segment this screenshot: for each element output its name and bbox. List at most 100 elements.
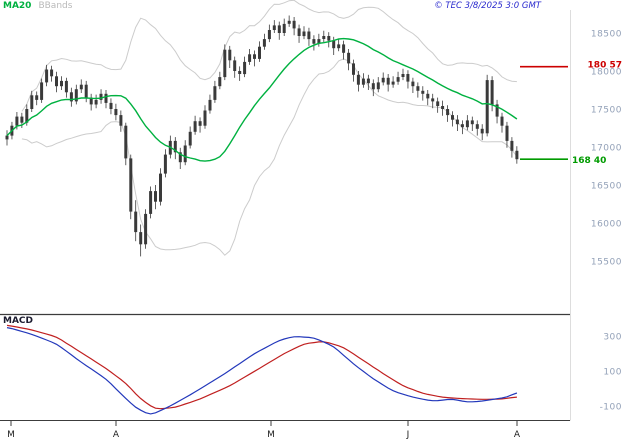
candle-body [89,97,93,105]
macd-panel-label: MACD [3,316,33,326]
bollinger-lower-band [21,58,518,256]
candle-body [20,116,24,123]
candle-body [455,119,459,125]
candle-body [386,77,390,85]
candle-body [460,124,464,128]
candle-body [426,93,430,99]
price-axis-tick-label: 18000 [591,68,622,78]
candle-body [406,74,410,82]
price-axis-tick-label: 17000 [591,144,622,154]
candle-body [322,36,326,39]
candle-body [361,78,365,85]
candle-body [356,74,360,85]
candle-body [163,154,167,174]
candle-body [431,98,435,102]
candle-body [391,81,395,85]
candle-body [104,93,108,103]
candle-body [218,77,222,87]
candle-body [475,124,479,129]
candle-body [510,140,514,151]
candle-body [198,121,202,126]
candle-body [332,40,336,49]
candle-body [243,61,247,75]
candle-body [40,82,44,100]
month-label: M [7,430,15,440]
macd-axis-tick-label: 100 [603,368,622,378]
candle-body [327,36,331,41]
month-label: A [113,430,120,440]
candle-body [223,49,227,78]
candle-body [337,44,341,49]
macd-signal-line [6,324,517,410]
indicator-legend: MA20 BBands [3,1,72,12]
candle-body [436,101,440,106]
month-label: M [267,430,275,440]
candle-body [203,110,207,126]
candlestick-series [5,15,519,257]
candle-body [114,109,118,116]
bbands-legend-label: BBands [38,1,73,11]
price-level-label: 168 40 [572,156,606,166]
candle-body [109,102,113,109]
candle-body [248,54,252,62]
candle-body [446,109,450,116]
candle-body [233,60,237,71]
candle-body [64,80,68,93]
candle-body [485,80,489,134]
candle-body [208,99,212,111]
candle-body [35,95,39,100]
ma20-legend-label: MA20 [3,1,32,11]
candle-body [178,152,182,163]
candle-body [312,39,316,44]
candle-body [401,74,405,77]
candle-body [480,128,484,134]
candle-body [297,28,301,36]
candle-body [134,211,138,233]
candle-body [55,76,58,87]
candle-body [159,173,162,202]
candle-body [376,82,380,90]
candle-body [129,158,133,212]
candle-body [15,116,19,126]
candle-body [287,20,291,24]
candle-body [154,191,157,202]
candle-body [139,232,143,245]
candle-body [99,93,103,100]
candle-body [173,140,177,153]
candle-body [470,120,474,125]
candle-body [258,46,261,59]
candle-body [500,116,504,126]
candle-body [366,78,370,84]
candle-body [352,63,355,75]
macd-line [6,327,518,415]
candle-body [317,39,321,44]
candle-body [416,86,420,91]
candle-body [441,106,445,109]
candle-body [282,23,286,33]
price-axis-tick-label: 15500 [591,258,622,268]
candle-body [5,135,9,140]
candle-body [60,80,63,87]
candle-body [74,89,78,102]
candle-body [505,125,509,141]
macd-axis-tick-label: 300 [603,333,622,343]
candle-body [30,95,34,109]
candle-body [124,125,128,159]
candle-body [292,20,296,29]
candle-body [490,80,494,105]
candle-body [451,115,454,120]
candle-body [94,99,98,105]
candle-body [347,52,351,64]
candle-body [238,71,242,74]
candle-body [495,104,499,117]
macd-series-group [6,324,518,415]
candle-body [381,77,385,83]
candle-body [144,213,148,245]
copyright-note: © TEC 3/8/2025 3:0 GMT [434,1,541,11]
month-label: A [514,430,521,440]
candle-body [45,69,49,83]
candle-body [396,77,400,82]
candle-body [213,86,217,100]
candle-body [272,25,276,30]
